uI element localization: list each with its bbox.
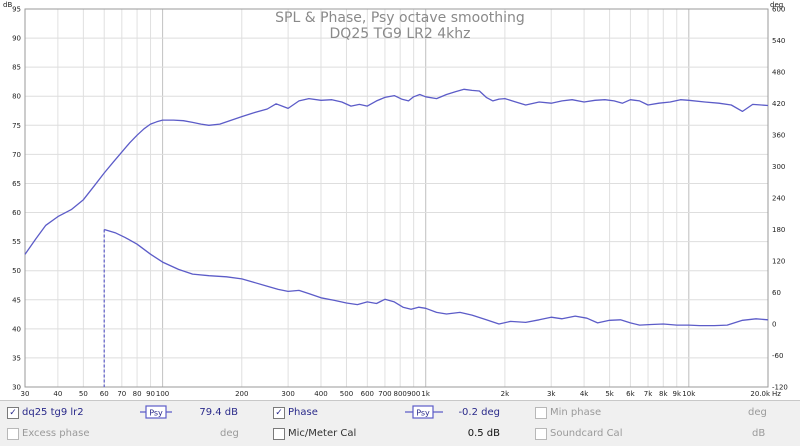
x-tick-label: 9k	[672, 390, 681, 398]
x-tick-label: 6k	[626, 390, 635, 398]
x-tick-label: 90	[146, 390, 155, 398]
y-right-tick-label: -60	[772, 352, 783, 360]
spl-line	[24, 88, 769, 255]
x-tick-label: 20.0k	[750, 390, 771, 398]
y-left-tick-label: 80	[12, 93, 21, 101]
x-tick-label: 500	[340, 390, 353, 398]
x-tick-label: 10k	[682, 390, 696, 398]
x-tick-label: 100	[156, 390, 169, 398]
trace-psy-label: Psy	[149, 409, 163, 418]
y-left-tick-label: 45	[12, 296, 21, 304]
phase-line	[104, 228, 769, 327]
trace-value: 79.4 dB	[199, 407, 238, 418]
soundcard-cal-label: Soundcard Cal	[550, 428, 623, 439]
legend-row-2: Excess phase deg Mic/Meter Cal 0.5 dB So…	[0, 424, 800, 444]
phase-psy-label: Psy	[416, 409, 430, 418]
excess-phase-unit: deg	[220, 428, 239, 439]
plot-frame	[24, 8, 769, 388]
x-tick-label: 4k	[580, 390, 589, 398]
trace-psy-button[interactable]: Psy	[140, 405, 172, 419]
y-right-unit-label: deg	[770, 1, 783, 9]
y-right-tick-label: 360	[772, 132, 785, 140]
y-right-tick-label: 120	[772, 258, 785, 266]
excess-phase-label: Excess phase	[22, 428, 90, 439]
x-tick-label: 700	[378, 390, 391, 398]
phase-checkbox[interactable]: ✓	[273, 407, 285, 419]
y-right-tick-label: 180	[772, 226, 785, 234]
legend-row-1: ✓ dq25 tg9 lr2 Psy 79.4 dB ✓ Phase Psy -…	[0, 403, 800, 423]
y-left-tick-label: 85	[12, 64, 21, 72]
x-tick-label: 3k	[547, 390, 556, 398]
chart-title: SPL & Phase, Psy octave smoothing	[275, 10, 525, 26]
y-right-tick-label: 600	[772, 6, 785, 14]
x-tick-label: 1k	[421, 390, 430, 398]
x-tick-label: 30	[21, 390, 30, 398]
y-left-tick-label: 95	[12, 6, 21, 14]
y-left-tick-label: 90	[12, 35, 21, 43]
phase-value: -0.2 deg	[458, 407, 500, 418]
x-tick-label: 8k	[659, 390, 668, 398]
y-right-tick-label: 420	[772, 100, 785, 108]
mic-cal-value: 0.5 dB	[467, 428, 500, 439]
min-phase-checkbox[interactable]	[535, 407, 547, 419]
trace-checkbox[interactable]: ✓	[7, 407, 19, 419]
x-tick-label: 400	[314, 390, 327, 398]
y-right-tick-label: 480	[772, 69, 785, 77]
x-tick-label: 80	[133, 390, 142, 398]
soundcard-cal-checkbox[interactable]	[535, 428, 547, 440]
soundcard-cal-unit: dB	[752, 428, 766, 439]
min-phase-unit: deg	[748, 407, 767, 418]
y-left-tick-label: 75	[12, 122, 21, 130]
mic-cal-checkbox[interactable]	[273, 428, 285, 440]
trace-name: dq25 tg9 lr2	[22, 407, 84, 418]
y-left-tick-label: 65	[12, 180, 21, 188]
x-tick-label: 5k	[605, 390, 614, 398]
legend-panel: ✓ dq25 tg9 lr2 Psy 79.4 dB ✓ Phase Psy -…	[0, 400, 800, 446]
y-left-unit-label: dB	[3, 1, 12, 9]
x-tick-label: 800	[393, 390, 406, 398]
x-tick-label: 600	[361, 390, 374, 398]
y-right-tick-label: 0	[772, 321, 776, 329]
x-tick-label: 900	[407, 390, 420, 398]
x-tick-label: 7k	[644, 390, 653, 398]
x-tick-label: 2k	[501, 390, 510, 398]
y-left-tick-label: 50	[12, 267, 21, 275]
excess-phase-checkbox[interactable]	[7, 428, 19, 440]
x-tick-label: 60	[100, 390, 109, 398]
y-right-tick-label: 540	[772, 37, 785, 45]
y-left-tick-label: 70	[12, 151, 21, 159]
y-left-tick-label: 60	[12, 209, 21, 217]
x-tick-label: 50	[79, 390, 88, 398]
y-right-tick-label: 240	[772, 195, 785, 203]
y-right-tick-label: 60	[772, 289, 781, 297]
plot-background	[25, 9, 768, 387]
y-left-tick-label: 55	[12, 238, 21, 246]
y-left-tick-label: 35	[12, 354, 21, 362]
y-left-tick-label: 40	[12, 325, 21, 333]
y-right-tick-label: 300	[772, 163, 785, 171]
x-tick-label: 200	[235, 390, 248, 398]
y-left-tick-label: 30	[12, 384, 21, 392]
mic-cal-label: Mic/Meter Cal	[288, 428, 357, 439]
x-tick-label: 40	[53, 390, 62, 398]
chart-area: 30 35 40 45 50 55 60 65 70 75 80 85 90 95 dB -120 -60 0 60…	[0, 0, 800, 400]
y-right-tick-label: -120	[772, 384, 788, 392]
chart-subtitle: DQ25 TG9 LR2 4khz	[330, 26, 471, 42]
x-tick-label: 70	[117, 390, 126, 398]
x-unit-label: Hz	[772, 390, 781, 398]
min-phase-label: Min phase	[550, 407, 602, 418]
phase-psy-button[interactable]: Psy	[405, 405, 443, 419]
phase-label: Phase	[288, 407, 318, 418]
x-tick-label: 300	[281, 390, 294, 398]
